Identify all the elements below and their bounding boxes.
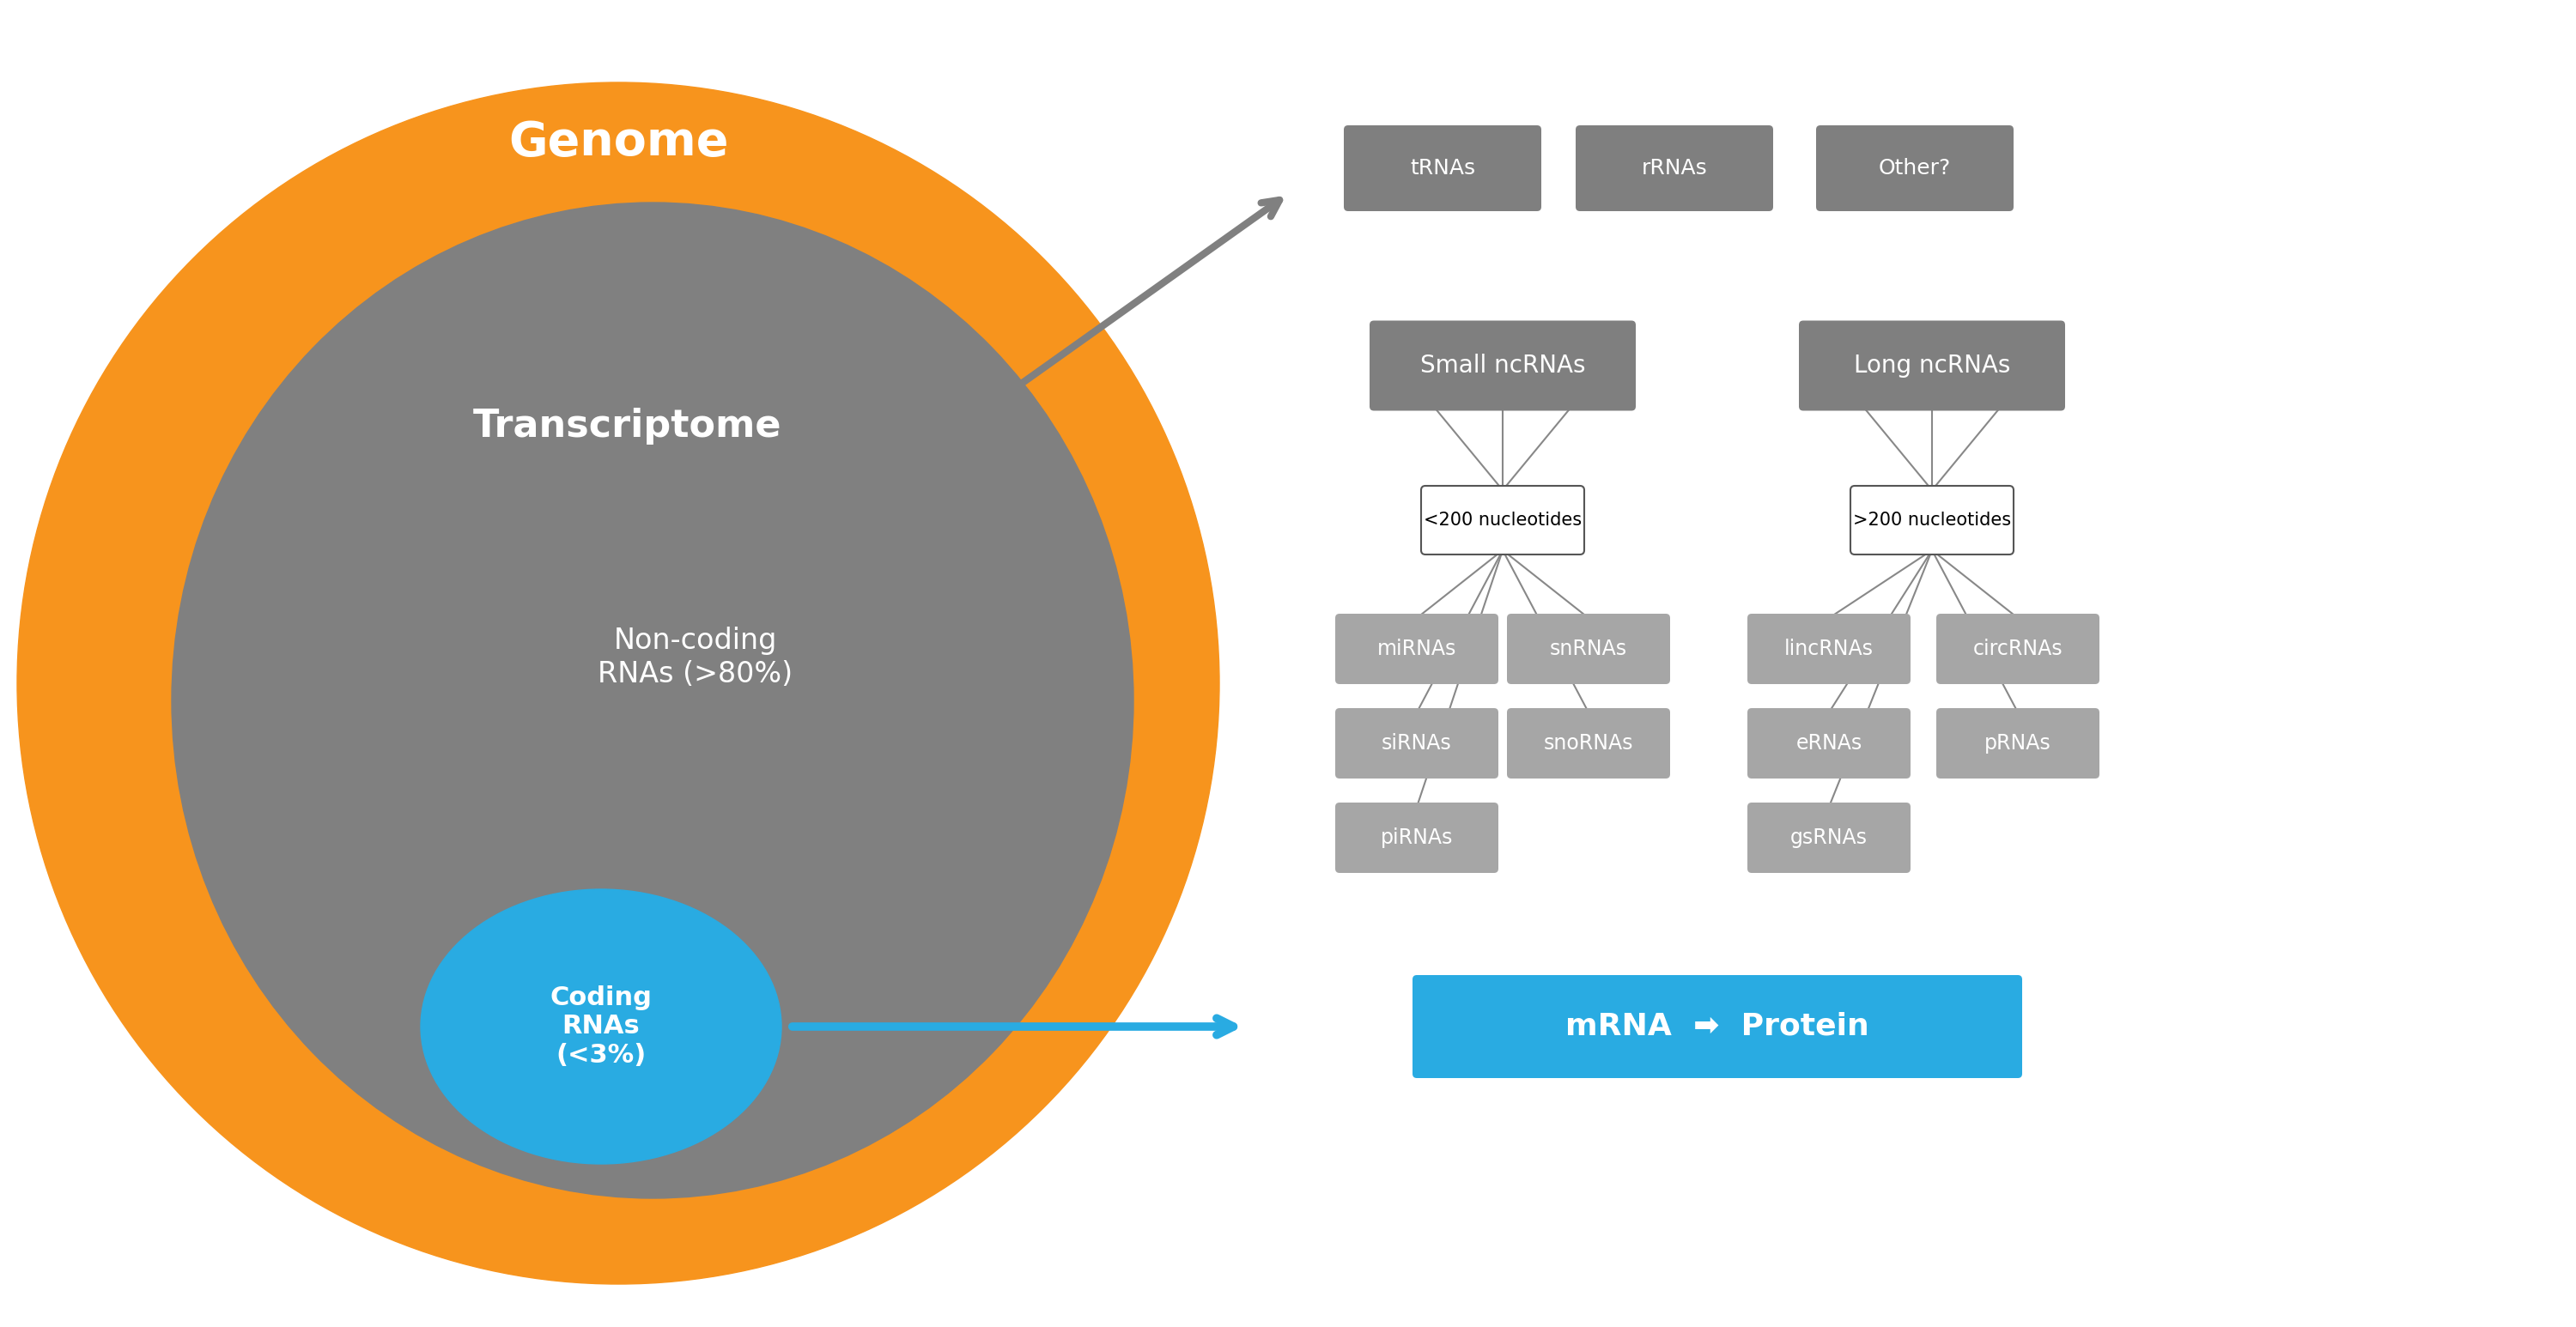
FancyBboxPatch shape bbox=[1345, 125, 1540, 211]
Text: gsRNAs: gsRNAs bbox=[1790, 828, 1868, 848]
Text: Genome: Genome bbox=[507, 119, 729, 166]
FancyBboxPatch shape bbox=[1507, 613, 1669, 685]
Text: tRNAs: tRNAs bbox=[1409, 158, 1476, 179]
Text: piRNAs: piRNAs bbox=[1381, 828, 1453, 848]
FancyBboxPatch shape bbox=[1334, 613, 1499, 685]
Text: miRNAs: miRNAs bbox=[1378, 638, 1455, 660]
Text: rRNAs: rRNAs bbox=[1641, 158, 1708, 179]
Text: siRNAs: siRNAs bbox=[1381, 733, 1453, 754]
Text: Small ncRNAs: Small ncRNAs bbox=[1419, 353, 1584, 378]
Text: Non-coding
RNAs (>80%): Non-coding RNAs (>80%) bbox=[598, 626, 793, 687]
FancyBboxPatch shape bbox=[1577, 125, 1772, 211]
Ellipse shape bbox=[173, 203, 1133, 1198]
FancyBboxPatch shape bbox=[1850, 486, 2014, 555]
Text: Long ncRNAs: Long ncRNAs bbox=[1855, 353, 2009, 378]
FancyBboxPatch shape bbox=[1937, 709, 2099, 779]
FancyBboxPatch shape bbox=[1937, 613, 2099, 685]
Text: Coding
RNAs
(<3%): Coding RNAs (<3%) bbox=[551, 985, 652, 1068]
Text: snRNAs: snRNAs bbox=[1551, 638, 1628, 660]
FancyBboxPatch shape bbox=[1816, 125, 2014, 211]
Text: Transcriptome: Transcriptome bbox=[471, 407, 781, 445]
Text: circRNAs: circRNAs bbox=[1973, 638, 2063, 660]
FancyBboxPatch shape bbox=[1747, 709, 1911, 779]
FancyBboxPatch shape bbox=[1370, 321, 1636, 411]
Text: <200 nucleotides: <200 nucleotides bbox=[1425, 512, 1582, 528]
FancyBboxPatch shape bbox=[1412, 975, 2022, 1078]
FancyBboxPatch shape bbox=[1747, 613, 1911, 685]
FancyBboxPatch shape bbox=[1422, 486, 1584, 555]
Ellipse shape bbox=[18, 82, 1218, 1285]
Text: lincRNAs: lincRNAs bbox=[1785, 638, 1873, 660]
Text: pRNAs: pRNAs bbox=[1984, 733, 2050, 754]
Text: >200 nucleotides: >200 nucleotides bbox=[1852, 512, 2012, 528]
FancyBboxPatch shape bbox=[1334, 709, 1499, 779]
FancyBboxPatch shape bbox=[1334, 803, 1499, 873]
Text: eRNAs: eRNAs bbox=[1795, 733, 1862, 754]
Ellipse shape bbox=[420, 889, 781, 1164]
FancyBboxPatch shape bbox=[1798, 321, 2066, 411]
Text: snoRNAs: snoRNAs bbox=[1543, 733, 1633, 754]
FancyBboxPatch shape bbox=[1507, 709, 1669, 779]
Text: mRNA  ➡  Protein: mRNA ➡ Protein bbox=[1566, 1013, 1870, 1042]
Text: Other?: Other? bbox=[1878, 158, 1950, 179]
FancyBboxPatch shape bbox=[1747, 803, 1911, 873]
